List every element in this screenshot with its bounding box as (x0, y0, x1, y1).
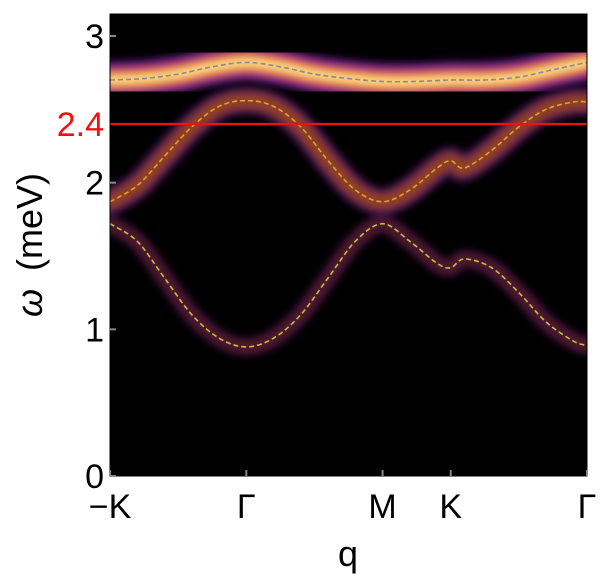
y-tick-label-3: 3 (85, 18, 104, 56)
reference-line-label: 2.4 (57, 106, 104, 144)
y-axis-ticks: 0 1 2 3 (85, 18, 116, 496)
reference-line-group: 2.4 (57, 106, 587, 144)
x-axis-ticks: −K Γ M K Γ (89, 470, 597, 526)
x-axis-title: q (338, 533, 358, 574)
x-tick-label-4: Γ (578, 488, 597, 526)
y-tick-label-1: 1 (85, 311, 104, 349)
y-axis-title: ω (meV) (9, 173, 50, 317)
mode-curve-0 (110, 61, 587, 83)
svg-text:ω (meV): ω (meV) (9, 173, 50, 317)
x-tick-label-0: −K (89, 488, 132, 526)
x-tick-label-3: K (439, 488, 462, 526)
plot-frame (109, 13, 588, 477)
mode-curve-2 (110, 222, 587, 348)
x-tick-label-2: M (368, 488, 396, 526)
y-tick-label-0: 0 (85, 458, 104, 496)
x-tick-label-1: Γ (237, 488, 256, 526)
y-tick-label-2: 2 (85, 165, 104, 203)
y-axis-unit: (meV) (9, 173, 50, 271)
y-axis-symbol: ω (9, 289, 50, 317)
